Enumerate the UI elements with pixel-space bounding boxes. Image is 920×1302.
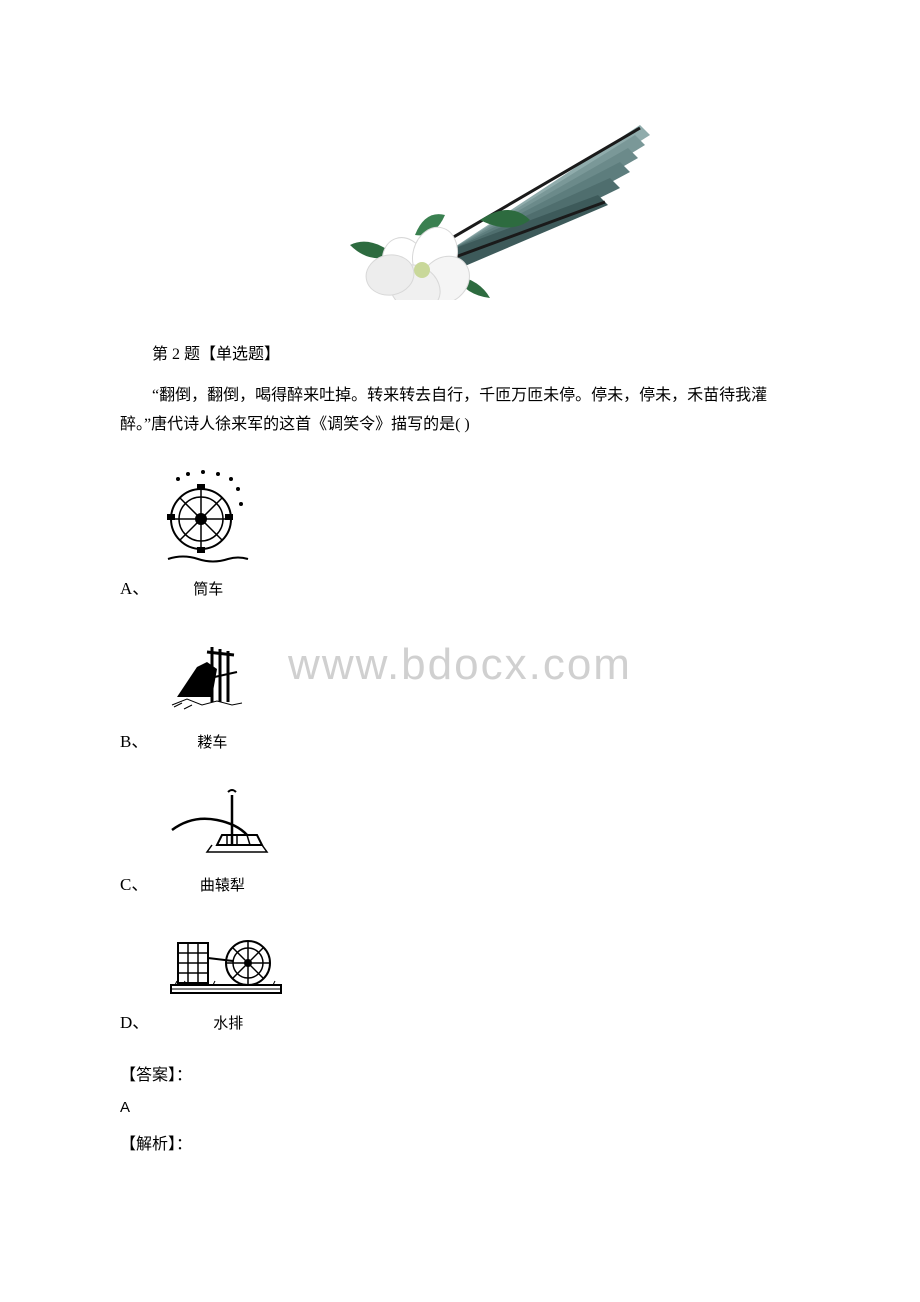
quyuanli-icon — [162, 780, 282, 870]
fan-flower-icon — [250, 80, 670, 300]
option-d-image-container: 水排 — [163, 923, 293, 1033]
option-d-letter: D、 — [120, 1008, 149, 1033]
tongche-icon — [163, 464, 253, 574]
option-a-caption: 筒车 — [193, 578, 223, 599]
header-decorative-image — [0, 0, 920, 340]
shuipai-icon — [163, 923, 293, 1008]
option-c-row: C、 曲辕犁 — [120, 780, 800, 895]
analysis-label: 【解析】： — [120, 1130, 800, 1154]
option-c-image-container: 曲辕犁 — [162, 780, 282, 895]
answer-value: A — [120, 1099, 800, 1116]
option-b-row: B、 耧车 — [120, 627, 800, 752]
option-b-letter: B、 — [120, 727, 148, 752]
option-d-caption: 水排 — [213, 1012, 243, 1033]
question-body-text: “翻倒，翻倒，喝得醉来吐掉。转来转去自行，千匝万匝未停。停未，停未，禾苗待我灌醉… — [120, 382, 800, 440]
option-b-caption: 耧车 — [197, 731, 227, 752]
option-d-row: D、 — [120, 923, 800, 1033]
option-a-row: A、 — [120, 464, 800, 599]
answer-label: 【答案】： — [120, 1061, 800, 1085]
option-a-letter: A、 — [120, 574, 149, 599]
option-c-letter: C、 — [120, 870, 148, 895]
louche-icon — [162, 627, 262, 727]
option-a-image-container: 筒车 — [163, 464, 253, 599]
option-c-caption: 曲辕犁 — [200, 874, 245, 895]
document-content: 第 2 题【单选题】 “翻倒，翻倒，喝得醉来吐掉。转来转去自行，千匝万匝未停。停… — [0, 340, 920, 1154]
option-b-image-container: 耧车 — [162, 627, 262, 752]
question-number-header: 第 2 题【单选题】 — [120, 340, 800, 364]
